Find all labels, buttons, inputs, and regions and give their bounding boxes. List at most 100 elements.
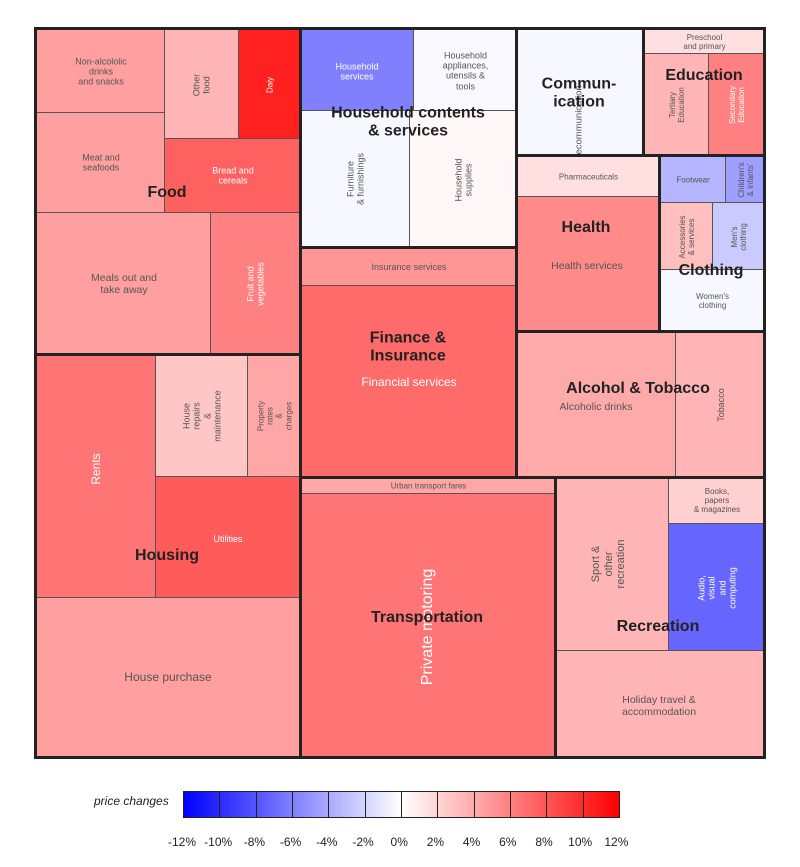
cell-label: Insurance services: [371, 261, 447, 272]
legend-bin: [401, 792, 439, 817]
cell-label: Household supplies: [453, 157, 474, 202]
group-label: Commun- ication: [541, 75, 617, 110]
group-label: Finance & Insurance: [369, 329, 447, 364]
cell-label: Men's clothing: [729, 222, 748, 251]
treemap-cell-non-alcololic-drinks-and-snacks: Non-alcololic drinks and snacks: [36, 29, 165, 113]
cell-label: Children's & infants': [736, 161, 755, 198]
treemap-cell-books-papers-magazines: Books, papers & magazines: [668, 477, 765, 524]
cell-label: Books, papers & magazines: [693, 487, 741, 515]
treemap-cell-financial-services: Financial services: [300, 285, 517, 478]
cell-label: Other food: [191, 73, 212, 96]
legend-tick-label: 0%: [390, 835, 408, 849]
legend-tick-label: -12%: [167, 835, 197, 849]
treemap-cell-property-rates-charges: Property rates & charges: [247, 354, 301, 477]
treemap: Non-alcololic drinks and snacks Meat and …: [34, 27, 766, 759]
legend-bin: [256, 792, 293, 817]
treemap-cell-holiday-travel-accommodation: Holiday travel & accommodation: [555, 650, 765, 758]
treemap-cell-household-services: Household services: [300, 29, 414, 111]
treemap-cell-accessories-services: Accessories & services: [659, 202, 713, 270]
legend-bin: [474, 792, 511, 817]
legend-tick-label: 4%: [462, 835, 481, 849]
legend-tick-label: -2%: [352, 835, 374, 849]
treemap-cell-other-food: Other food: [164, 29, 239, 139]
treemap-cell-preschool-and-primary: Preschool and primary: [643, 29, 765, 54]
cell-label: House repairs & maintenance: [181, 390, 223, 442]
cell-label: Household appliances, utensils & tools: [442, 49, 489, 91]
legend-color-bar: [183, 791, 620, 818]
legend-tick-label: 10%: [568, 835, 593, 849]
legend-title: price changes: [94, 794, 169, 808]
cell-label: Alcoholic drinks: [559, 400, 633, 413]
treemap-cell-fruit-and-vegetables: Fruit and vegetables: [210, 212, 301, 355]
group-label: Health: [561, 219, 611, 237]
cell-label: Tobacco: [715, 388, 726, 422]
cell-label: Non-alcololic drinks and snacks: [75, 55, 127, 87]
legend-bin: [365, 792, 402, 817]
treemap-cell-furniture-furnishings: Furniture & furnishings: [300, 110, 410, 248]
cell-label: Household services: [335, 61, 379, 82]
treemap-cell-household-appliances-utensils-tools: Household appliances, utensils & tools: [413, 29, 517, 111]
cell-label: Furniture & furnishings: [345, 152, 366, 206]
cell-label: Audio, visual and computing: [696, 566, 738, 609]
legend-tick-label: -6%: [279, 835, 302, 849]
cell-label: Footwear: [676, 174, 710, 184]
group-label: Food: [147, 184, 187, 202]
treemap-cell-private-motoring: Private motoring: [300, 493, 556, 758]
treemap-cell-meals-out-and-take-away: Meals out and take away: [36, 212, 211, 355]
legend-bin: [438, 792, 475, 817]
treemap-cell-men-s-clothing: Men's clothing: [712, 202, 765, 270]
legend-bin: [510, 792, 548, 817]
cell-label: Bread and cereals: [212, 165, 254, 186]
treemap-cell-children-s-infants: Children's & infants': [725, 155, 765, 203]
legend-bin: [329, 792, 366, 817]
legend-tick-label: -8%: [243, 835, 266, 849]
treemap-cell-urban-transport-fares: Urban transport fares: [300, 477, 556, 494]
legend-tick-label: -4%: [316, 835, 338, 849]
legend-bin: [184, 792, 221, 817]
treemap-cell-alcoholic-drinks: Alcoholic drinks: [516, 331, 676, 478]
group-label: Clothing: [678, 262, 744, 280]
group-label: Housing: [135, 547, 199, 565]
legend-bin: [220, 792, 257, 817]
cell-label: Daiy: [265, 76, 275, 93]
cell-label: Tertiary Education: [667, 87, 686, 123]
treemap-cell-meat-and-seafoods: Meat and seafoods: [36, 112, 165, 213]
legend-bin: [583, 792, 619, 817]
group-label: Recreation: [616, 618, 700, 636]
treemap-cell-pharmaceuticals: Pharmaceuticals: [516, 155, 660, 197]
treemap-cell-tobacco: Tobacco: [675, 331, 765, 478]
legend-tick-label: -10%: [204, 835, 233, 849]
cell-label: House purchase: [124, 670, 212, 685]
legend-tick-label: 12%: [604, 835, 629, 849]
cell-label: Sport & other recreation: [590, 539, 628, 589]
cell-label: Pharmaceuticals: [558, 171, 619, 181]
legend-tick-label: 2%: [426, 835, 445, 849]
treemap-cell-house-purchase: House purchase: [36, 597, 301, 758]
treemap-cell-health-services: Health services: [516, 196, 660, 332]
group-label: Household contents & services: [331, 104, 485, 139]
legend-bin: [547, 792, 584, 817]
treemap-cell-house-repairs-maintenance: House repairs & maintenance: [155, 354, 248, 477]
cell-label: Financial services: [361, 375, 457, 390]
legend-tick-label: 8%: [535, 835, 553, 849]
treemap-cell-daiy: Daiy: [238, 29, 301, 139]
cell-label: Property rates & charges: [256, 400, 293, 432]
cell-label: Women's clothing: [696, 291, 729, 310]
cell-label: Urban transport fares: [390, 481, 467, 491]
cell-label: Health services: [551, 259, 623, 272]
group-label: Alcohol & Tobacco: [566, 380, 710, 398]
group-label: Education: [665, 67, 743, 85]
treemap-cell-utilities: Utilities: [155, 476, 301, 598]
legend-bin: [292, 792, 330, 817]
cell-label: Meat and seafoods: [82, 152, 120, 173]
cell-label: Meals out and take away: [91, 271, 157, 296]
treemap-cell-insurance-services: Insurance services: [300, 247, 517, 286]
cell-label: Accessories & services: [677, 214, 696, 259]
cell-label: Holiday travel & accommodation: [621, 693, 697, 718]
treemap-cell-footwear: Footwear: [659, 155, 726, 203]
treemap-cell-audio-visual-and-computing: Audio, visual and computing: [668, 523, 765, 651]
treemap-cell-rents: Rents: [36, 354, 156, 598]
cell-label: Secondary Education: [727, 85, 746, 125]
cell-label: Fruit and vegetables: [245, 262, 266, 306]
group-label: Transportation: [370, 609, 484, 627]
